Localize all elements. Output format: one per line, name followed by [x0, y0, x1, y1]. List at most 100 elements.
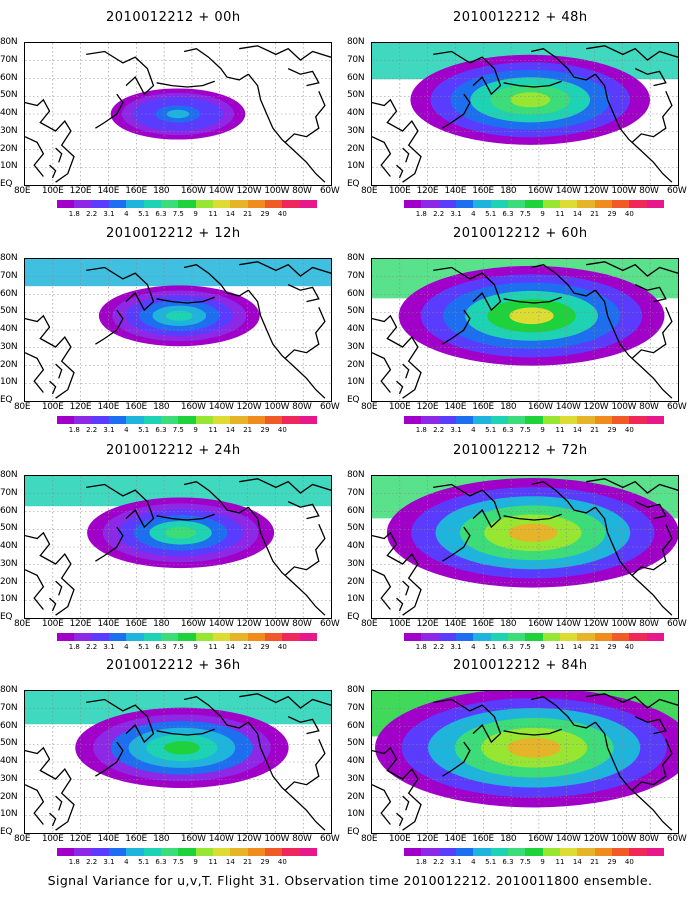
lon-label: 100E — [388, 402, 411, 412]
map-svg — [372, 259, 678, 401]
lon-label: 180 — [153, 402, 170, 412]
colorbar-label: 2.2 — [433, 643, 445, 651]
coastline — [239, 478, 331, 494]
colorbar-label: 40 — [277, 210, 287, 218]
panel-title: 2010012212 + 48h — [453, 10, 588, 25]
lon-label: 180 — [153, 186, 170, 196]
colorbar-label: 2.2 — [433, 858, 445, 866]
lon-label: 140E — [444, 402, 467, 412]
lon-label: 100W — [611, 402, 637, 412]
colorbar: 1.8 2.2 3.1 4 5.1 6.3 7.5 9 11 14 21 29 40 — [404, 416, 665, 434]
colorbar-swatch — [560, 848, 578, 856]
lon-label: 60W — [667, 186, 687, 196]
colorbar-swatch — [178, 848, 197, 856]
coastline — [49, 380, 57, 395]
lon-label: 80E — [14, 834, 31, 844]
colorbar-swatch — [126, 848, 145, 856]
colorbar-swatch — [473, 200, 492, 208]
lat-label: 70N — [347, 270, 365, 281]
coastline — [247, 721, 326, 831]
colorbar-swatch — [421, 416, 440, 424]
colorbar-swatch — [91, 416, 110, 424]
colorbar-swatch — [594, 416, 613, 424]
colorbar-label: 14 — [225, 643, 235, 651]
lon-label: 80E — [361, 619, 378, 629]
colorbar-label: 29 — [260, 210, 270, 218]
colorbar-swatch — [161, 848, 179, 856]
colorbar-swatch — [247, 848, 266, 856]
colorbar-label: 7.5 — [519, 210, 531, 218]
lat-label: 40N — [347, 108, 365, 118]
colorbar-label: 14 — [572, 858, 582, 866]
lat-label: 20N — [347, 791, 365, 802]
lat-label: 30N — [0, 558, 18, 569]
colorbar-swatch — [490, 633, 509, 641]
coastline — [86, 266, 155, 312]
lon-label: 80W — [292, 834, 312, 844]
lon-label: 60W — [320, 402, 340, 412]
colorbar-swatch — [126, 200, 145, 208]
colorbar-swatch — [195, 416, 214, 424]
coastline — [372, 784, 392, 825]
lon-label: 120W — [236, 619, 262, 629]
coastline — [239, 45, 331, 61]
colorbar-swatch — [646, 848, 665, 856]
coastline — [183, 696, 249, 729]
colorbar: 1.8 2.2 3.1 4 5.1 6.3 7.5 9 11 14 21 29 40 — [404, 633, 665, 651]
colorbar-label: 7.5 — [172, 858, 184, 866]
colorbar-label: 11 — [208, 643, 218, 651]
coastline — [25, 784, 45, 825]
coastline — [49, 812, 57, 827]
colorbar-swatch — [74, 633, 93, 641]
colorbar-label: 9 — [540, 426, 545, 434]
lat-label: EQ — [0, 612, 13, 622]
colorbar-swatch — [161, 416, 179, 424]
coastline — [442, 309, 471, 345]
colorbar-label: 3.1 — [450, 426, 462, 434]
lon-label: 140W — [208, 619, 234, 629]
colorbar-swatch — [525, 633, 544, 641]
colorbar-swatch — [282, 633, 301, 641]
coastline — [95, 526, 124, 562]
colorbar-swatch — [74, 200, 93, 208]
colorbar-label: 40 — [624, 643, 634, 651]
colorbar-label: 14 — [572, 210, 582, 218]
coastline — [95, 309, 124, 345]
colorbar-swatch — [404, 200, 422, 208]
colorbar-label: 7.5 — [519, 858, 531, 866]
colorbar-swatch — [57, 633, 75, 641]
lon-label: 80W — [292, 619, 312, 629]
coastline — [25, 98, 75, 183]
lat-label: 50N — [347, 523, 365, 534]
colorbar-swatch — [143, 633, 162, 641]
colorbar-label: 9 — [193, 426, 198, 434]
lon-label: 80E — [14, 619, 31, 629]
colorbar-swatch — [230, 200, 249, 208]
variance-contour — [508, 523, 558, 542]
colorbar-label: 2.2 — [86, 858, 98, 866]
colorbar-label: 9 — [193, 643, 198, 651]
colorbar-swatch — [213, 416, 231, 424]
colorbar-swatch — [646, 416, 665, 424]
colorbar-swatch — [560, 416, 578, 424]
colorbar-label: 4 — [471, 426, 476, 434]
colorbar-label: 6.3 — [502, 210, 514, 218]
coastline — [530, 696, 596, 729]
colorbar-swatch — [213, 633, 231, 641]
colorbar-swatch — [525, 848, 544, 856]
colorbar-label: 2.2 — [86, 426, 98, 434]
colorbar-swatch — [161, 633, 179, 641]
lat-label: 10N — [0, 809, 18, 820]
coastline — [156, 296, 215, 304]
colorbar-label: 14 — [225, 210, 235, 218]
lat-label: 60N — [347, 288, 365, 299]
coastline — [530, 48, 596, 81]
coastline — [156, 80, 215, 88]
lon-label: 60W — [320, 619, 340, 629]
coastline — [284, 524, 326, 576]
variance-map — [371, 42, 679, 186]
colorbar-label: 6.3 — [155, 426, 167, 434]
coastline — [239, 693, 331, 709]
lat-label: 30N — [347, 341, 365, 352]
map-svg — [372, 691, 678, 833]
